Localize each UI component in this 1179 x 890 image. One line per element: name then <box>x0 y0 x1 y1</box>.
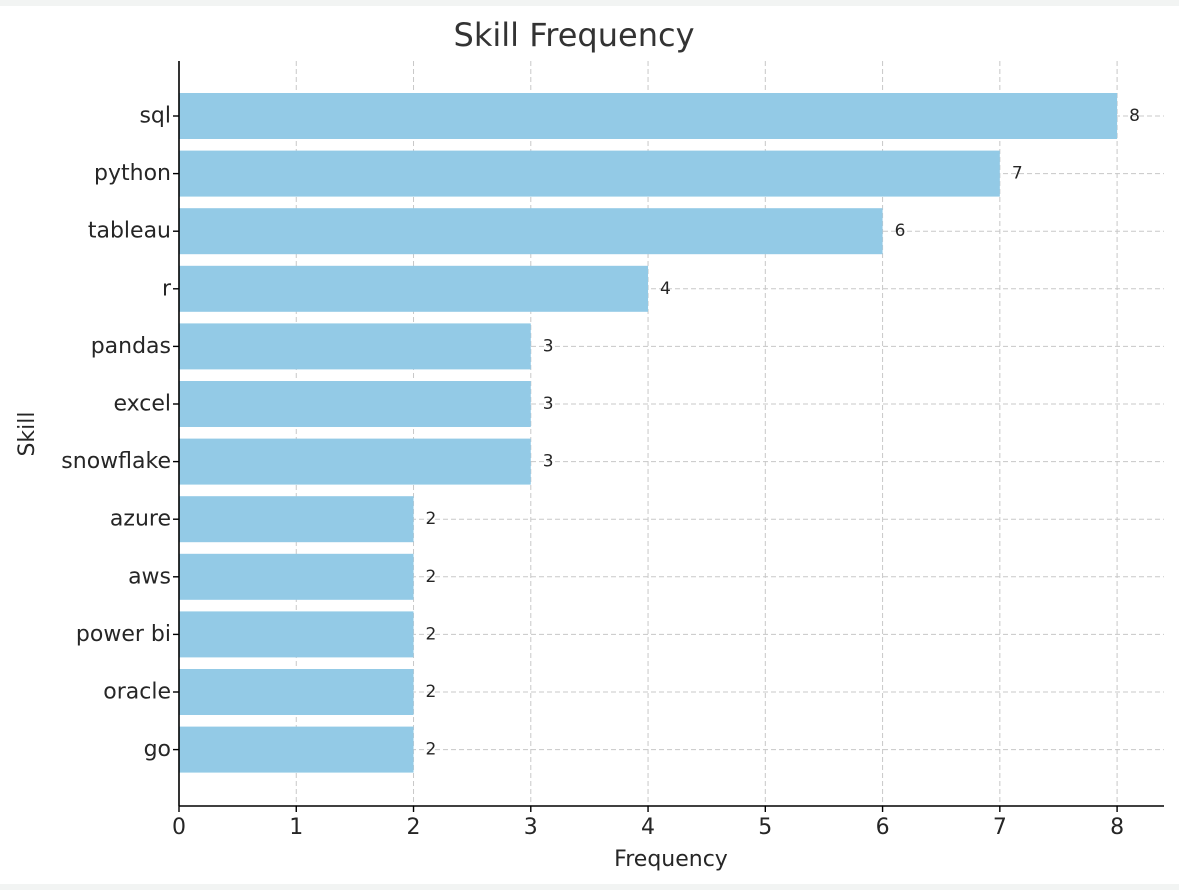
x-tick-label: 3 <box>524 815 538 840</box>
x-tick-label: 5 <box>758 815 772 840</box>
x-tick-label: 8 <box>1110 815 1124 840</box>
bar-oracle <box>179 669 414 715</box>
bar-value-label: 3 <box>543 452 554 472</box>
bar-snowflake <box>179 438 531 485</box>
y-ticks: sql python tableau r pandas excel snowflake azu… <box>61 104 179 762</box>
bar-python <box>179 150 1000 197</box>
y-axis-label: Skill <box>15 411 40 456</box>
bar-value-label: 2 <box>426 740 437 760</box>
x-tick-label: 4 <box>641 815 655 840</box>
bar-tableau <box>179 208 883 255</box>
y-tick-label: power bi <box>76 622 171 647</box>
bar-value-label: 2 <box>426 624 437 644</box>
y-tick-label: tableau <box>88 219 171 244</box>
x-axis-label: Frequency <box>614 847 728 872</box>
bar-power-bi <box>179 611 414 658</box>
bar-aws <box>179 553 414 600</box>
bar-value-label: 6 <box>895 221 906 241</box>
y-tick-label: sql <box>139 104 171 129</box>
bar-value-label: 4 <box>660 279 671 299</box>
bar-sql <box>179 93 1118 139</box>
y-tick-label: oracle <box>103 680 171 705</box>
bar-go <box>179 726 414 773</box>
x-ticks: 0 1 2 3 4 5 6 7 8 <box>172 806 1124 840</box>
y-tick-label: azure <box>110 507 171 532</box>
y-tick-label: excel <box>113 392 171 417</box>
bar-chart: 8 7 6 4 3 3 3 2 2 2 2 2 sql python tableau r pandas exce… <box>15 16 1164 872</box>
bars <box>179 93 1118 773</box>
bar-value-label: 2 <box>426 567 437 587</box>
x-tick-label: 6 <box>876 815 890 840</box>
bar-value-label: 2 <box>426 682 437 702</box>
bar-value-label: 8 <box>1129 106 1140 126</box>
x-tick-label: 1 <box>289 815 303 840</box>
x-tick-label: 2 <box>407 815 421 840</box>
chart-figure: 8 7 6 4 3 3 3 2 2 2 2 2 sql python tableau r pandas exce… <box>0 6 1179 884</box>
bar-r <box>179 265 649 312</box>
bar-value-label: 3 <box>543 336 554 356</box>
bar-value-label: 2 <box>426 509 437 529</box>
y-tick-label: python <box>94 161 171 186</box>
y-tick-label: go <box>144 737 171 762</box>
bar-azure <box>179 496 414 543</box>
bar-value-label: 7 <box>1012 164 1023 184</box>
y-tick-label: snowflake <box>61 449 171 474</box>
y-tick-label: pandas <box>91 334 171 359</box>
y-tick-label: r <box>162 276 172 301</box>
bar-value-label: 3 <box>543 394 554 414</box>
value-labels: 8 7 6 4 3 3 3 2 2 2 2 2 <box>426 106 1140 760</box>
y-tick-label: aws <box>128 564 171 589</box>
x-tick-label: 7 <box>993 815 1007 840</box>
bar-pandas <box>179 323 531 370</box>
x-tick-label: 0 <box>172 815 186 840</box>
bar-excel <box>179 381 531 427</box>
chart-title: Skill Frequency <box>454 16 695 54</box>
